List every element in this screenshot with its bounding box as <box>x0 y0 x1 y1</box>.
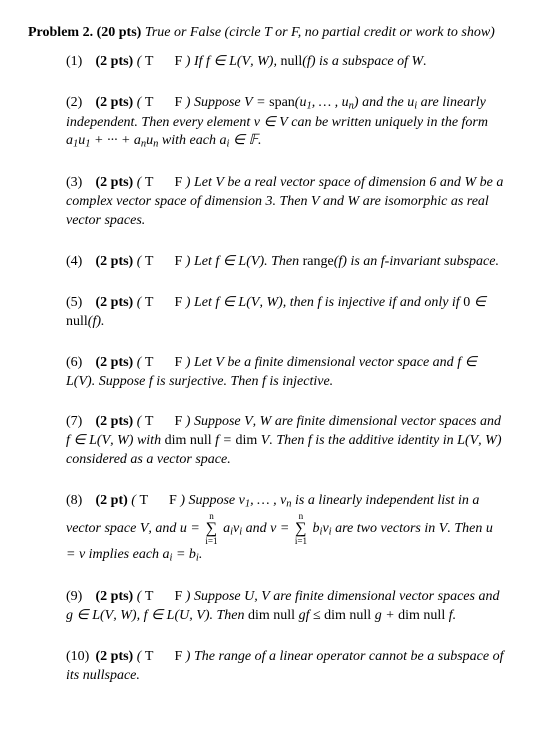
question-number: (4) <box>66 253 92 272</box>
question-number: (2) <box>66 94 92 113</box>
problem-points: (20 pts) <box>97 25 142 40</box>
tf-choice[interactable]: ( T F ) <box>137 175 191 190</box>
question-points: (2 pt) <box>96 493 128 508</box>
tf-choice[interactable]: ( T F ) <box>137 649 191 664</box>
question-4: (4) (2 pts) ( T F ) Let f ∈ L(V). Then r… <box>28 253 505 272</box>
tf-choice[interactable]: ( T F ) <box>137 355 191 370</box>
question-body: If f ∈ L(V, W), null(f) is a subspace of… <box>194 54 427 69</box>
question-points: (2 pts) <box>96 355 134 370</box>
tf-choice[interactable]: ( T F ) <box>137 589 191 604</box>
question-7: (7) (2 pts) ( T F ) Suppose V, W are fin… <box>28 413 505 470</box>
summation-icon: n∑i=1 <box>205 512 217 546</box>
problem-label: Problem 2. <box>28 25 93 40</box>
question-1: (1) (2 pts) ( T F ) If f ∈ L(V, W), null… <box>28 53 505 72</box>
question-8: (8) (2 pt) ( T F ) Suppose v1, … , vn is… <box>28 492 505 566</box>
question-body: Let f ∈ L(V). Then range(f) is an f-inva… <box>194 254 499 269</box>
tf-choice[interactable]: ( T F ) <box>137 95 191 110</box>
question-3: (3) (2 pts) ( T F ) Let V be a real vect… <box>28 174 505 231</box>
tf-choice[interactable]: ( T F ) <box>131 493 185 508</box>
question-number: (9) <box>66 588 92 607</box>
question-9: (9) (2 pts) ( T F ) Suppose U, V are fin… <box>28 588 505 626</box>
problem-instructions: True or False (circle T or F, no partial… <box>145 25 495 40</box>
question-5: (5) (2 pts) ( T F ) Let f ∈ L(V, W), the… <box>28 294 505 332</box>
question-points: (2 pts) <box>96 414 134 429</box>
question-points: (2 pts) <box>96 295 134 310</box>
tf-choice[interactable]: ( T F ) <box>137 54 191 69</box>
question-number: (1) <box>66 53 92 72</box>
question-points: (2 pts) <box>96 95 134 110</box>
question-number: (3) <box>66 174 92 193</box>
summation-icon: n∑i=1 <box>295 512 307 546</box>
question-points: (2 pts) <box>96 254 134 269</box>
question-points: (2 pts) <box>96 54 134 69</box>
question-6: (6) (2 pts) ( T F ) Let V be a finite di… <box>28 354 505 392</box>
problem-header: Problem 2. (20 pts) True or False (circl… <box>28 24 505 43</box>
question-points: (2 pts) <box>96 175 134 190</box>
question-number: (5) <box>66 294 92 313</box>
question-points: (2 pts) <box>96 589 134 604</box>
question-points: (2 pts) <box>96 649 134 664</box>
question-number: (10) <box>66 648 92 667</box>
question-number: (7) <box>66 413 92 432</box>
tf-choice[interactable]: ( T F ) <box>137 254 191 269</box>
question-2: (2) (2 pts) ( T F ) Suppose V = span(u1,… <box>28 94 505 152</box>
tf-choice[interactable]: ( T F ) <box>137 295 191 310</box>
question-number: (6) <box>66 354 92 373</box>
question-10: (10) (2 pts) ( T F ) The range of a line… <box>28 648 505 686</box>
tf-choice[interactable]: ( T F ) <box>137 414 191 429</box>
question-number: (8) <box>66 492 92 511</box>
